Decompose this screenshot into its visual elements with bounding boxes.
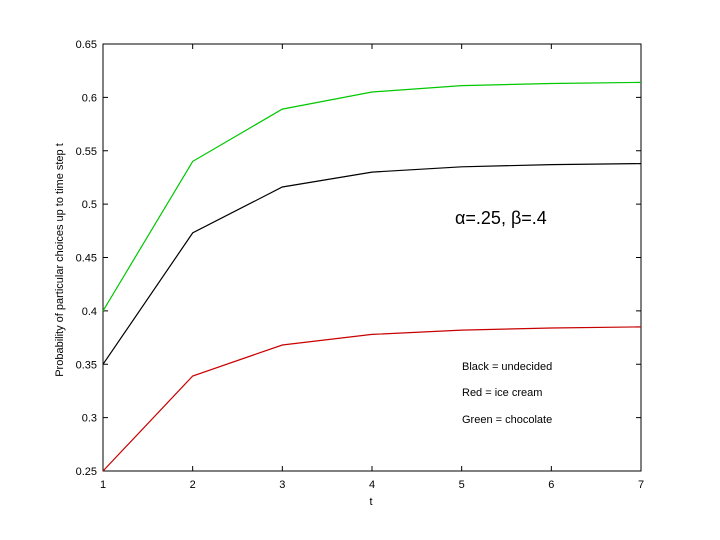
y-axis-ticks: 0.25 0.3 0.35 0.4 0.45 0.5 0.55 0.6 0.65	[76, 39, 641, 478]
y-tick-label: 0.25	[76, 466, 97, 478]
legend-entry-chocolate: Green = chocolate	[462, 414, 552, 426]
legend-entry-undecided: Black = undecided	[462, 361, 552, 373]
series-line-undecided	[102, 163, 642, 365]
y-tick-label: 0.55	[76, 146, 97, 158]
x-tick-label: 1	[100, 479, 106, 491]
series-lines	[102, 81, 642, 472]
plot-area	[102, 43, 642, 472]
y-tick-label: 0.35	[76, 359, 97, 371]
y-tick-label: 0.5	[82, 199, 97, 211]
x-axis-label: t	[369, 496, 372, 508]
x-axis-ticks: 1 2 3 4 5 6 7	[100, 44, 644, 491]
x-tick-label: 3	[279, 479, 285, 491]
y-tick-label: 0.45	[76, 253, 97, 265]
y-tick-label: 0.3	[82, 413, 97, 425]
x-tick-label: 5	[459, 479, 465, 491]
x-tick-label: 4	[369, 479, 375, 491]
x-tick-label: 7	[638, 479, 644, 491]
y-tick-label: 0.6	[82, 92, 97, 104]
series-line-ice-cream	[102, 326, 642, 472]
y-tick-label: 0.65	[76, 39, 97, 51]
series-line-chocolate	[102, 81, 642, 312]
y-axis-label: Probability of particular choices up to …	[54, 143, 66, 377]
x-tick-label: 2	[190, 479, 196, 491]
y-tick-label: 0.4	[82, 306, 97, 318]
legend-entry-ice-cream: Red = ice cream	[462, 387, 542, 399]
annotation-alpha-beta: α=.25, β=.4	[455, 208, 547, 228]
x-tick-label: 6	[548, 479, 554, 491]
